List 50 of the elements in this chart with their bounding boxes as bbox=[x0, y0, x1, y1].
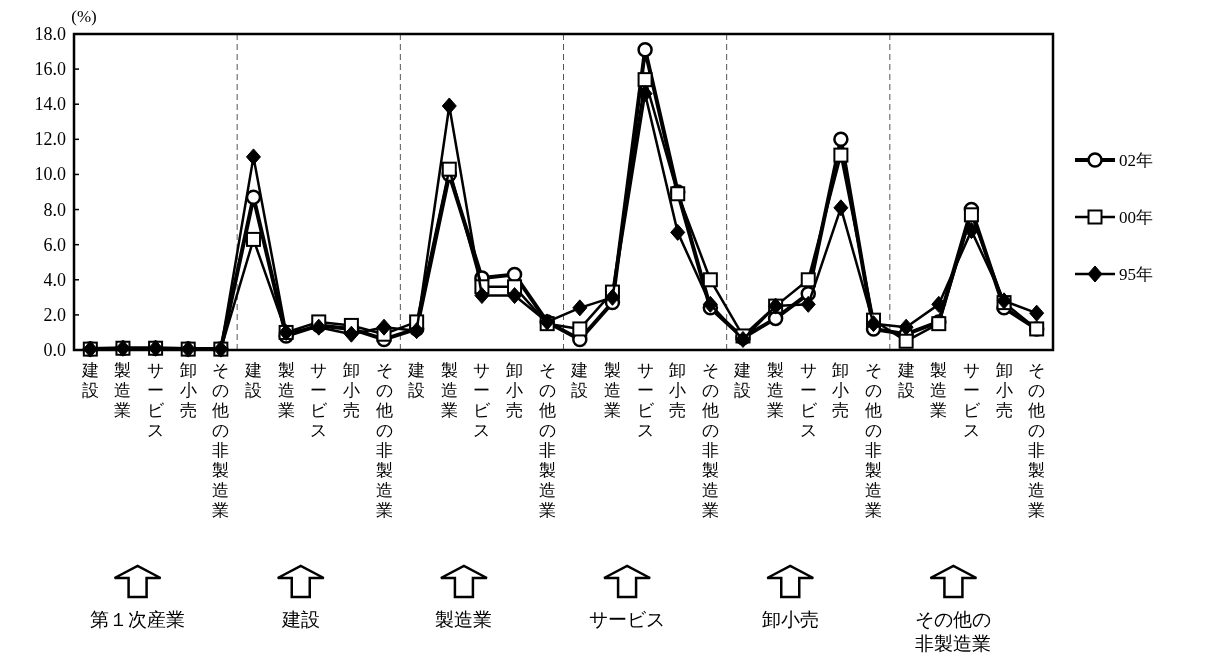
x-tick-label: 製造業 bbox=[277, 361, 295, 420]
x-tick-label: 卸小売 bbox=[832, 361, 850, 420]
x-tick-label: その他の非製造業 bbox=[212, 361, 230, 520]
x-tick-label: サービス bbox=[962, 361, 981, 440]
text: 卸小売 bbox=[761, 609, 819, 630]
x-tick-label: 建設 bbox=[407, 361, 426, 400]
x-tick-label: サービス bbox=[799, 361, 818, 440]
x-tick-label: 建設 bbox=[570, 361, 589, 400]
y-tick-label: 10.0 bbox=[34, 164, 66, 185]
x-tick-label: その他の非製造業 bbox=[538, 361, 556, 520]
x-tick-label: 卸小売 bbox=[179, 361, 197, 420]
legend-label: 00年 bbox=[1119, 208, 1153, 227]
x-tick-label: 建設 bbox=[733, 361, 752, 400]
y-tick-label: 0.0 bbox=[43, 340, 66, 360]
x-tick-label: サービス bbox=[310, 361, 329, 440]
x-tick-label: 製造業 bbox=[114, 361, 132, 420]
y-tick-label: 14.0 bbox=[34, 94, 66, 115]
x-tick-label: 建設 bbox=[896, 361, 915, 400]
x-tick-label: サービス bbox=[147, 361, 166, 440]
x-tick-label: 卸小売 bbox=[669, 361, 687, 420]
text: 製造業 bbox=[435, 609, 493, 630]
text: その他の非製造業 bbox=[915, 609, 992, 654]
x-tick-label: 製造業 bbox=[603, 361, 621, 420]
y-tick-label: 12.0 bbox=[34, 129, 66, 150]
x-tick-label: その他の非製造業 bbox=[375, 361, 393, 520]
y-tick-label: 16.0 bbox=[34, 59, 66, 80]
x-tick-label: その他の非製造業 bbox=[701, 361, 719, 520]
y-tick-label: 4.0 bbox=[43, 269, 66, 290]
y-tick-label: 2.0 bbox=[43, 304, 66, 325]
text: サービス bbox=[589, 609, 666, 630]
y-tick-label: 8.0 bbox=[43, 199, 66, 220]
x-tick-label: 卸小売 bbox=[506, 361, 524, 420]
x-tick-label: 製造業 bbox=[767, 361, 785, 420]
x-tick-label: その他の非製造業 bbox=[1028, 361, 1046, 520]
text: 第１次産業 bbox=[90, 609, 186, 630]
y-axis-title: (%) bbox=[71, 7, 97, 26]
x-tick-label: サービス bbox=[636, 361, 655, 440]
x-tick-label: 製造業 bbox=[440, 361, 458, 420]
x-tick-label: 建設 bbox=[243, 361, 262, 400]
x-tick-label: 製造業 bbox=[930, 361, 948, 420]
y-tick-label: 18.0 bbox=[34, 24, 66, 44]
y-tick-label: 6.0 bbox=[43, 234, 66, 255]
x-tick-label: 卸小売 bbox=[995, 361, 1013, 420]
x-tick-label: サービス bbox=[473, 361, 492, 440]
legend-label: 02年 bbox=[1119, 151, 1153, 170]
x-tick-label: 卸小売 bbox=[342, 361, 360, 420]
legend-label: 95年 bbox=[1119, 265, 1153, 284]
x-tick-label: その他の非製造業 bbox=[865, 361, 883, 520]
x-tick-label: 建設 bbox=[80, 361, 99, 400]
text: 建設 bbox=[280, 609, 320, 630]
